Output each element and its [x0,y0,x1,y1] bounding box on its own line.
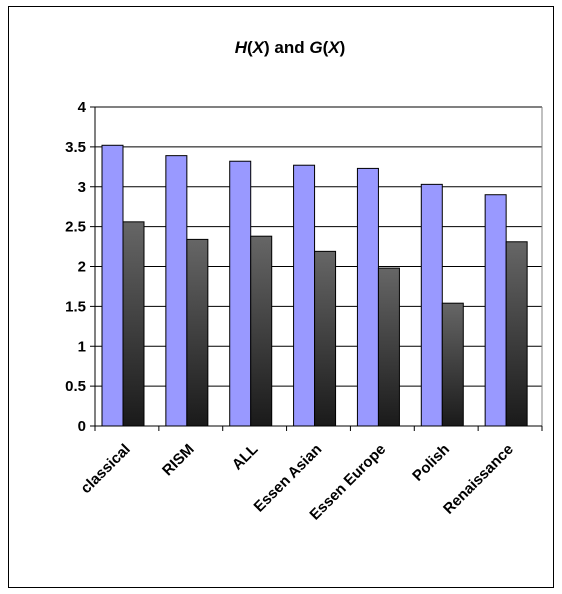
x-category-label: RISM [159,441,198,480]
chart-title-part: H [235,38,248,57]
chart-title-part: ( [247,38,253,57]
bars [101,144,528,427]
chart-title-part: ( [323,38,329,57]
y-tick-label: 2.5 [65,219,86,236]
bar-chart: H(X) and G(X) 00.511.522.533.54 classica… [65,38,543,524]
axes [90,106,543,431]
y-tick-label: 0 [78,418,86,435]
y-tick-label: 4 [78,99,87,116]
x-category-label: classical [77,441,133,497]
bar-series-2 [250,235,273,427]
bar-series-2 [122,221,145,427]
bar-series-2 [186,238,209,427]
y-tick-label: 2 [78,259,86,276]
bar-series-1 [420,183,443,427]
bar-series-1 [356,167,379,427]
bar-series-2 [505,241,528,427]
chart-title-part: X [327,38,341,57]
chart-title-part: ) and [264,38,309,57]
chart-frame: H(X) and G(X) 0 0.5 1 1.5 2 2.5 3 3.5 4 classica… [8,6,554,588]
bar-series-2 [377,267,400,427]
y-tick-label: 1 [78,338,86,355]
x-category-label: Polish [409,441,453,485]
y-tick-labels: 0 0.5 1 1.5 2 2.5 3 3.5 4 [65,99,87,435]
chart-title-part: G [309,38,322,57]
bar-series-2 [314,250,337,427]
bar-series-1 [484,194,507,427]
bar-series-1 [101,144,124,427]
chart-title-part: ) [340,38,346,57]
bar-series-1 [293,164,316,427]
chart-title: H(X) and G(X) [235,38,346,57]
bar-series-1 [229,160,252,427]
chart-title-part: X [252,38,266,57]
y-tick-label: 3 [78,179,86,196]
y-tick-label: 0.5 [65,378,86,395]
bar-series-2 [441,302,464,427]
bar-series-1 [165,155,188,427]
y-tick-label: 3.5 [65,139,86,156]
y-tick-label: 1.5 [65,298,86,315]
x-category-label: ALL [229,441,262,474]
